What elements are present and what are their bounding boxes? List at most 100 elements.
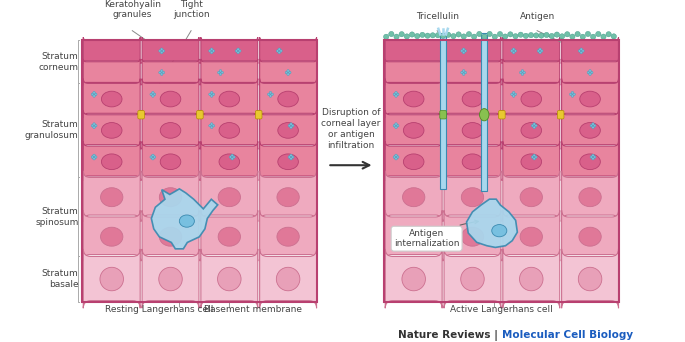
Circle shape <box>518 32 523 37</box>
Circle shape <box>218 71 220 74</box>
Circle shape <box>395 154 397 157</box>
FancyBboxPatch shape <box>503 210 560 261</box>
Text: Tricellulin: Tricellulin <box>416 12 459 21</box>
Circle shape <box>580 34 586 39</box>
Bar <box>440 32 446 189</box>
Circle shape <box>291 156 294 158</box>
Circle shape <box>571 95 574 97</box>
FancyBboxPatch shape <box>444 171 501 222</box>
FancyBboxPatch shape <box>444 37 501 64</box>
Circle shape <box>290 126 292 129</box>
FancyBboxPatch shape <box>201 110 258 149</box>
Ellipse shape <box>520 188 543 207</box>
Circle shape <box>464 50 466 52</box>
Circle shape <box>162 71 164 74</box>
Circle shape <box>462 73 465 76</box>
Circle shape <box>569 93 572 96</box>
Ellipse shape <box>277 188 299 207</box>
Circle shape <box>91 124 94 127</box>
Circle shape <box>592 157 595 160</box>
FancyBboxPatch shape <box>503 79 560 118</box>
Circle shape <box>513 34 518 39</box>
Ellipse shape <box>218 188 240 207</box>
Ellipse shape <box>278 122 299 138</box>
FancyBboxPatch shape <box>444 79 501 118</box>
Text: Stratum
basale: Stratum basale <box>42 269 79 289</box>
Ellipse shape <box>403 91 424 107</box>
Circle shape <box>160 70 163 72</box>
Circle shape <box>511 50 513 52</box>
Circle shape <box>435 32 440 38</box>
Circle shape <box>461 71 463 74</box>
FancyBboxPatch shape <box>142 171 199 222</box>
Text: Disruption of
corneal layer
or antigen
infiltration: Disruption of corneal layer or antigen i… <box>321 108 381 150</box>
FancyBboxPatch shape <box>201 249 258 308</box>
Ellipse shape <box>219 122 240 138</box>
FancyBboxPatch shape <box>84 79 140 118</box>
Circle shape <box>580 51 582 54</box>
FancyBboxPatch shape <box>385 37 442 64</box>
Circle shape <box>528 32 534 38</box>
Circle shape <box>210 95 213 97</box>
FancyBboxPatch shape <box>142 59 199 85</box>
Circle shape <box>153 156 155 158</box>
Circle shape <box>91 156 94 158</box>
Circle shape <box>585 31 590 37</box>
FancyBboxPatch shape <box>142 37 199 64</box>
Ellipse shape <box>101 91 122 107</box>
Circle shape <box>160 51 163 54</box>
Circle shape <box>210 91 213 94</box>
Ellipse shape <box>160 122 181 138</box>
Ellipse shape <box>219 154 240 170</box>
Circle shape <box>397 93 399 96</box>
Ellipse shape <box>461 227 484 246</box>
Circle shape <box>512 91 515 94</box>
Circle shape <box>209 50 211 52</box>
Circle shape <box>414 34 420 39</box>
FancyBboxPatch shape <box>562 249 619 308</box>
Circle shape <box>573 93 575 96</box>
Circle shape <box>395 91 397 94</box>
Circle shape <box>388 31 394 37</box>
Circle shape <box>288 124 290 127</box>
FancyBboxPatch shape <box>562 210 619 261</box>
Circle shape <box>92 154 95 157</box>
Circle shape <box>537 50 540 52</box>
Circle shape <box>229 156 232 158</box>
Ellipse shape <box>462 91 483 107</box>
Circle shape <box>564 31 570 37</box>
Circle shape <box>290 157 292 160</box>
Circle shape <box>160 48 163 51</box>
Circle shape <box>404 34 410 39</box>
Circle shape <box>611 34 616 39</box>
Ellipse shape <box>521 91 542 107</box>
FancyBboxPatch shape <box>142 210 199 261</box>
Circle shape <box>219 73 222 76</box>
Circle shape <box>231 154 234 157</box>
Ellipse shape <box>219 91 240 107</box>
Circle shape <box>466 31 471 37</box>
Ellipse shape <box>578 267 602 291</box>
Circle shape <box>420 32 425 38</box>
Circle shape <box>384 34 389 39</box>
Ellipse shape <box>580 122 600 138</box>
Text: Antigen
internalization: Antigen internalization <box>394 220 478 248</box>
FancyBboxPatch shape <box>84 210 140 261</box>
FancyBboxPatch shape <box>444 110 501 149</box>
Circle shape <box>538 33 544 38</box>
Circle shape <box>233 156 235 158</box>
FancyBboxPatch shape <box>562 59 619 85</box>
Circle shape <box>238 50 241 52</box>
Circle shape <box>571 91 574 94</box>
Circle shape <box>514 50 516 52</box>
Circle shape <box>271 93 273 96</box>
Circle shape <box>278 48 281 51</box>
FancyBboxPatch shape <box>260 141 316 181</box>
FancyBboxPatch shape <box>385 141 442 181</box>
Circle shape <box>512 51 515 54</box>
Circle shape <box>290 154 292 157</box>
Circle shape <box>219 70 222 72</box>
Circle shape <box>221 71 223 74</box>
Ellipse shape <box>403 154 424 170</box>
Ellipse shape <box>461 188 484 207</box>
